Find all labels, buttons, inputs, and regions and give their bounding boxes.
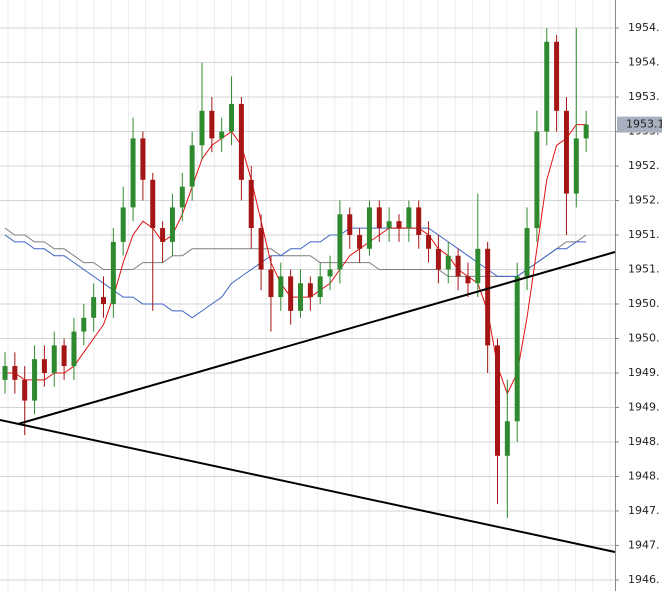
candle-body bbox=[110, 241, 116, 304]
trend-line bbox=[17, 251, 616, 425]
candle-body bbox=[22, 379, 28, 401]
y-tick-label: 1947. bbox=[628, 538, 660, 551]
candle-body bbox=[12, 366, 18, 380]
candle-body bbox=[307, 283, 313, 298]
y-tick-label: 1948. bbox=[628, 435, 660, 448]
candle-body bbox=[396, 221, 402, 229]
candle-body bbox=[120, 207, 126, 242]
y-tick-label: 1950. bbox=[628, 297, 660, 310]
candle-body bbox=[150, 179, 156, 229]
candle-body bbox=[465, 276, 471, 284]
candle-body bbox=[189, 145, 195, 187]
candle-body bbox=[2, 366, 8, 380]
y-tick-label: 1951. bbox=[628, 228, 660, 241]
candle-body bbox=[219, 131, 225, 139]
candle-body bbox=[347, 214, 353, 235]
candle-body bbox=[386, 221, 392, 229]
candle-body bbox=[534, 131, 540, 229]
candle-body bbox=[435, 248, 441, 270]
candle-body bbox=[209, 110, 215, 139]
candle-body bbox=[51, 345, 57, 373]
candle-body bbox=[61, 345, 67, 367]
candle-body bbox=[179, 186, 185, 208]
candle-body bbox=[248, 179, 254, 229]
candle-body bbox=[258, 228, 264, 270]
candle-body bbox=[416, 207, 422, 235]
candle-body bbox=[327, 269, 333, 277]
candle-body bbox=[406, 207, 412, 229]
y-tick-label: 1947. bbox=[628, 504, 660, 517]
y-tick-label: 1950. bbox=[628, 331, 660, 344]
candles bbox=[2, 28, 589, 518]
last-price-label: 1953.1 bbox=[626, 118, 662, 131]
candle-body bbox=[298, 283, 303, 311]
candle-body bbox=[376, 207, 382, 229]
candle-body bbox=[32, 359, 38, 401]
candle-body bbox=[288, 276, 294, 311]
candle-body bbox=[71, 331, 77, 367]
candle-body bbox=[337, 214, 343, 270]
candle-body bbox=[199, 110, 205, 146]
candle-body bbox=[229, 103, 235, 132]
candle-body bbox=[140, 138, 146, 180]
y-tick-label: 1953. bbox=[628, 90, 660, 103]
candle-body bbox=[514, 276, 520, 422]
candle-body bbox=[563, 110, 569, 194]
candle-body bbox=[317, 276, 323, 298]
trend-line bbox=[0, 419, 616, 553]
y-tick-label: 1952. bbox=[628, 159, 660, 172]
candle-body bbox=[504, 421, 510, 456]
candle-body bbox=[357, 234, 363, 249]
candle-body bbox=[495, 345, 500, 456]
y-tick-label: 1949. bbox=[628, 400, 660, 413]
candle-body bbox=[524, 228, 530, 277]
candle-body bbox=[268, 269, 274, 298]
candle-body bbox=[169, 207, 175, 242]
candle-body bbox=[573, 138, 579, 194]
candle-body bbox=[544, 41, 550, 132]
y-tick-label: 1951. bbox=[628, 262, 660, 275]
y-tick-label: 1949. bbox=[628, 366, 660, 379]
candle-body bbox=[426, 234, 432, 249]
candle-body bbox=[160, 228, 166, 242]
candle-body bbox=[91, 297, 97, 318]
candle-body bbox=[485, 248, 491, 346]
candle-body bbox=[475, 248, 481, 284]
candle-body bbox=[130, 138, 136, 208]
candle-body bbox=[554, 41, 560, 111]
y-axis-labels: 1954.1954.1953.1953.1952.1952.1951.1951.… bbox=[615, 21, 662, 586]
major-grid bbox=[0, 27, 615, 581]
candle-body bbox=[81, 317, 87, 332]
y-tick-label: 1954. bbox=[628, 21, 660, 34]
plot-area bbox=[0, 0, 615, 591]
candle-body bbox=[445, 255, 451, 270]
y-tick-label: 1954. bbox=[628, 56, 660, 69]
candle-body bbox=[278, 276, 284, 298]
last-price-box bbox=[617, 116, 662, 133]
candle-body bbox=[101, 297, 106, 304]
candle-body bbox=[583, 124, 589, 139]
y-tick-label: 1948. bbox=[628, 469, 660, 482]
candle-body bbox=[455, 255, 461, 277]
y-tick-label: 1952. bbox=[628, 193, 660, 206]
candle-body bbox=[41, 359, 47, 373]
y-tick-label: 1946. bbox=[628, 573, 660, 586]
candle-body bbox=[366, 207, 372, 249]
candle-body bbox=[238, 103, 244, 180]
